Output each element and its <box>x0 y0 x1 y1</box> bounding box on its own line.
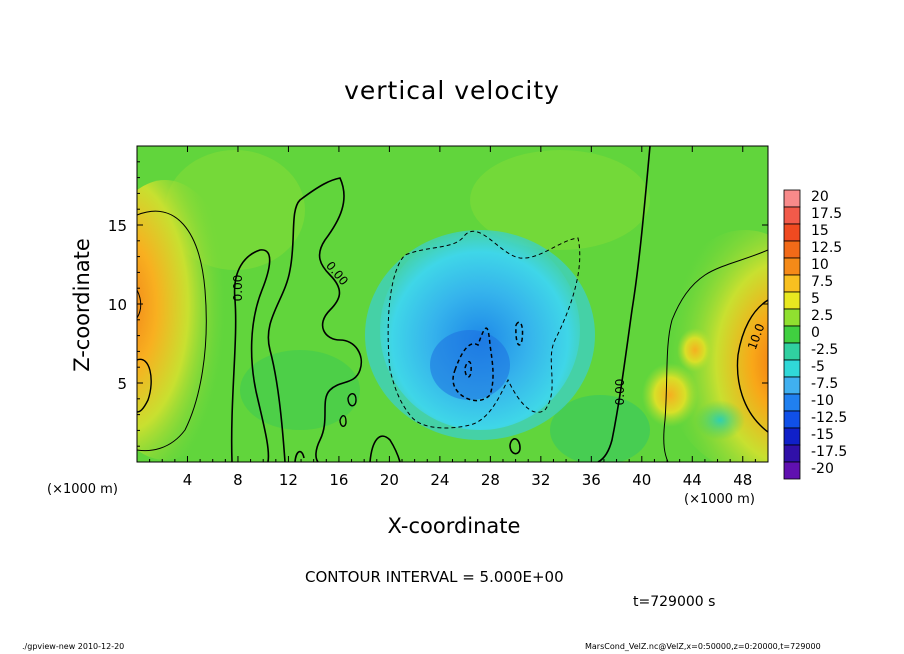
colorbar-label: 15 <box>811 223 829 239</box>
x-tick-label: 28 <box>481 471 500 489</box>
colorbar-label: 0 <box>811 325 820 341</box>
x-axis: 4 8 12 16 20 24 28 32 36 40 44 48 <box>149 146 756 489</box>
colorbar-label: 12.5 <box>811 240 842 256</box>
colorbar-swatch <box>783 342 801 361</box>
colorbar-swatch <box>783 291 801 310</box>
colorbar-swatch <box>783 461 801 480</box>
x-tick-label: 12 <box>279 471 298 489</box>
contour-label: 0.00 <box>613 379 627 406</box>
y-tick-label: 5 <box>117 375 127 393</box>
contour-interval-note: CONTOUR INTERVAL = 5.000E+00 <box>305 568 564 586</box>
y-axis: 5 10 15 <box>108 161 768 447</box>
colorbar-swatch <box>783 274 801 293</box>
x-axis-label: X-coordinate <box>387 514 521 538</box>
colorbar-swatch <box>783 410 801 429</box>
colorbar-label: 5 <box>811 291 820 307</box>
negative-contours <box>387 230 581 429</box>
colorbar-label: -10 <box>811 393 834 409</box>
chart-title: vertical velocity <box>344 76 560 105</box>
colorbar-label: -20 <box>811 461 834 477</box>
x-unit-label-right: (×1000 m) <box>684 492 755 507</box>
y-axis-label: Z-coordinate <box>70 238 94 372</box>
colorbar-swatch <box>783 257 801 276</box>
colorbar-swatch <box>783 376 801 395</box>
footer-data-source: MarsCond_VelZ.nc@VelZ,x=0:50000,z=0:2000… <box>585 642 821 651</box>
colorbar-label: -15 <box>811 427 834 443</box>
footer-program-date: ./gpview-new 2010-12-20 <box>22 642 125 651</box>
heatmap-field <box>137 146 768 462</box>
colorbar-label: 10 <box>811 257 829 273</box>
colorbar-swatch <box>783 240 801 259</box>
y-tick-label: 10 <box>108 296 127 314</box>
colorbar-swatch <box>783 325 801 344</box>
colorbar-swatch <box>783 359 801 378</box>
colorbar-label: -5 <box>811 359 825 375</box>
colorbar-swatch <box>783 206 801 225</box>
contour-label: 0.00 <box>231 275 245 302</box>
colorbar-label: -17.5 <box>811 444 847 460</box>
colorbar-label: 7.5 <box>811 274 833 290</box>
colorbar-label: -12.5 <box>811 410 847 426</box>
colorbar-label: 17.5 <box>811 206 842 222</box>
colorbar-swatch <box>783 189 801 208</box>
x-tick-label: 44 <box>683 471 702 489</box>
y-tick-label: 15 <box>108 217 127 235</box>
colorbar-swatch <box>783 444 801 463</box>
colorbar-swatch <box>783 427 801 446</box>
x-tick-label: 32 <box>531 471 550 489</box>
x-tick-label: 36 <box>582 471 601 489</box>
time-stamp: t=729000 s <box>633 594 716 610</box>
contour-lines <box>137 146 768 462</box>
colorbar-swatch <box>783 308 801 327</box>
colorbar-label: 20 <box>811 189 829 205</box>
colorbar-label: -7.5 <box>811 376 838 392</box>
x-tick-label: 16 <box>329 471 348 489</box>
x-tick-label: 24 <box>430 471 449 489</box>
colorbar-swatch <box>783 223 801 242</box>
colorbar-label: -2.5 <box>811 342 838 358</box>
colorbar: 2017.51512.5107.552.50-2.5-5-7.5-10-12.5… <box>783 189 847 480</box>
x-tick-label: 40 <box>632 471 651 489</box>
colorbar-label: 2.5 <box>811 308 833 324</box>
x-tick-label: 20 <box>380 471 399 489</box>
x-tick-label: 4 <box>183 471 193 489</box>
x-tick-label: 48 <box>733 471 752 489</box>
x-tick-label: 8 <box>233 471 243 489</box>
colorbar-swatch <box>783 393 801 412</box>
x-unit-label-left: (×1000 m) <box>47 482 118 497</box>
